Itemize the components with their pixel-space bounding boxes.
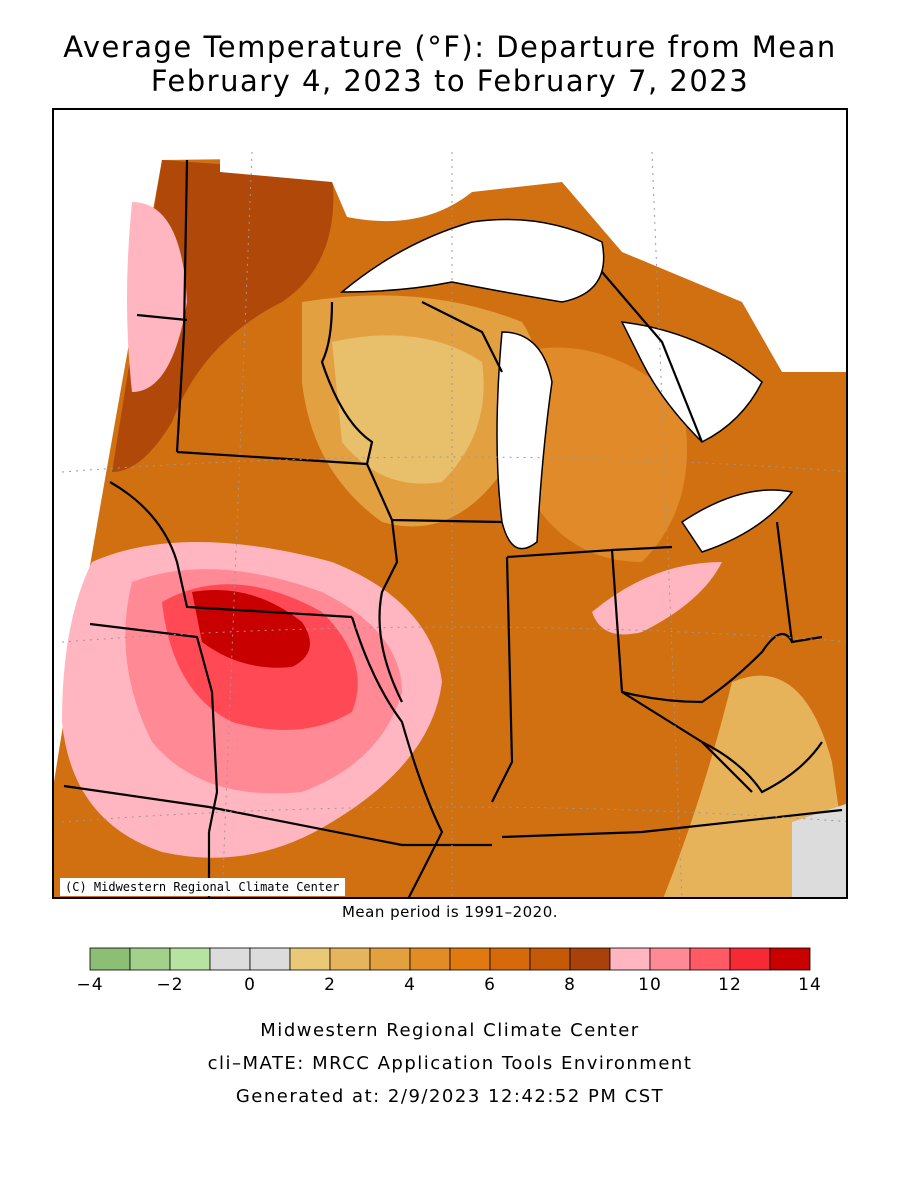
- legend-swatch: [129, 947, 171, 971]
- legend-swatch: [769, 947, 811, 971]
- map-fill-pink-ohio: [592, 562, 722, 635]
- legend-swatch: [329, 947, 371, 971]
- legend-swatch: [409, 947, 451, 971]
- state-borders: [63, 159, 843, 897]
- legend-tick-label: 2: [324, 975, 336, 995]
- lake-huron: [620, 321, 763, 443]
- legend-swatch: [89, 947, 131, 971]
- legend-swatch: [529, 947, 571, 971]
- map-frame: [52, 108, 848, 899]
- legend-tick-label: 6: [484, 975, 496, 995]
- legend-swatch: [369, 947, 411, 971]
- canada-region: [220, 110, 846, 372]
- legend-swatch: [489, 947, 531, 971]
- map-fill-southeast-gray: [792, 804, 846, 897]
- legend-tick-label: 4: [404, 975, 416, 995]
- mean-period-note: Mean period is 1991–2020.: [341, 903, 559, 921]
- legend-swatch: [209, 947, 251, 971]
- legend-swatch: [569, 947, 611, 971]
- map-fill-michigan: [522, 347, 687, 562]
- footer-generated-at: Generated at: 2/9/2023 12:42:52 PM CST: [235, 1086, 665, 1107]
- graticule: [61, 151, 846, 897]
- lake-michigan: [496, 331, 553, 550]
- map-copyright: (C) Midwestern Regional Climate Center: [60, 878, 345, 896]
- footer-center-name: Midwestern Regional Climate Center: [260, 1020, 640, 1041]
- footer-tool-name: cli–MATE: MRCC Application Tools Environ…: [207, 1053, 693, 1074]
- lake-superior: [339, 218, 605, 303]
- legend-swatch: [729, 947, 771, 971]
- legend-swatch: [649, 947, 691, 971]
- legend-tick-label: 12: [718, 975, 742, 995]
- map-date-range: February 4, 2023 to February 7, 2023: [150, 64, 750, 98]
- legend-tick-label: −2: [156, 975, 184, 995]
- legend-tick-label: 0: [244, 975, 256, 995]
- legend-swatch: [689, 947, 731, 971]
- legend-tick-label: 10: [638, 975, 662, 995]
- legend-swatch: [289, 947, 331, 971]
- color-legend: [89, 947, 811, 971]
- map-fill-pink-north: [127, 202, 187, 392]
- legend-swatch: [609, 947, 651, 971]
- legend-tick-label: 8: [564, 975, 576, 995]
- legend-swatch: [449, 947, 491, 971]
- legend-swatch: [249, 947, 291, 971]
- legend-tick-label: 14: [798, 975, 822, 995]
- legend-swatch: [169, 947, 211, 971]
- temperature-departure-map: [54, 110, 846, 897]
- legend-tick-label: −4: [76, 975, 104, 995]
- map-title: Average Temperature (°F): Departure from…: [63, 30, 837, 64]
- lake-erie: [680, 489, 794, 553]
